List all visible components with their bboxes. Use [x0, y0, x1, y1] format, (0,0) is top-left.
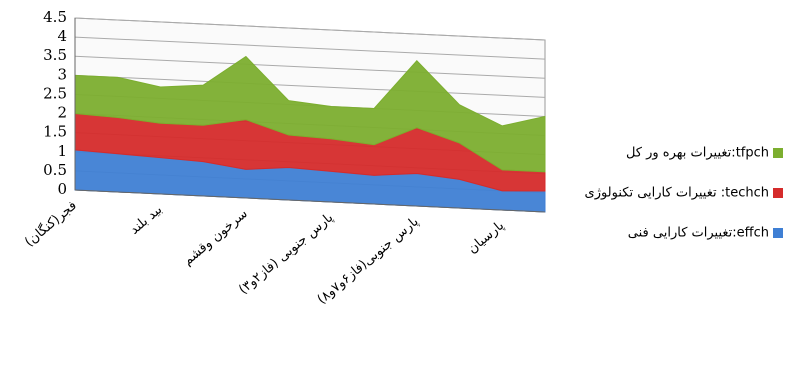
- y-tick-label: 0.5: [43, 161, 67, 179]
- y-tick-label: 4.5: [43, 8, 67, 26]
- x-tick-label: پارس جنوبی (فاز۲و۳): [236, 210, 336, 298]
- x-tick-label: بید بلند: [127, 202, 165, 237]
- x-tick-label: پارس جنوبی(فاز۶و۷و۸): [315, 214, 422, 307]
- legend-label: effch:تغییرات کارایی فنی: [628, 226, 769, 241]
- y-tick-label: 3: [57, 65, 67, 83]
- y-tick-label: 3.5: [43, 46, 67, 64]
- x-tick-label: فجر(کنگان): [21, 197, 79, 250]
- grid-line: [74, 55, 546, 79]
- legend-label: techch: تغییرات کارایی تکنولوژی: [585, 186, 769, 201]
- grid-line: [74, 17, 546, 41]
- legend-swatch: [773, 188, 783, 198]
- y-tick-label: 0: [57, 180, 67, 198]
- y-tick-label: 2: [57, 104, 67, 122]
- legend-swatch: [773, 148, 783, 158]
- grid-line: [74, 74, 546, 98]
- x-tick-label: سرخون وقشم: [180, 206, 250, 268]
- grid-line: [74, 36, 546, 60]
- legend-label: tfpch:تغییرات بهره ور کل: [626, 146, 769, 161]
- y-tick-label: 2.5: [43, 84, 67, 102]
- x-axis: [74, 189, 546, 213]
- y-tick-label: 1.5: [43, 123, 67, 141]
- y-tick-label: 4: [57, 27, 67, 45]
- area: [74, 55, 546, 173]
- y-tick-label: 1: [57, 142, 67, 160]
- legend-swatch: [773, 228, 783, 238]
- x-tick-label: پارسیان: [465, 218, 507, 257]
